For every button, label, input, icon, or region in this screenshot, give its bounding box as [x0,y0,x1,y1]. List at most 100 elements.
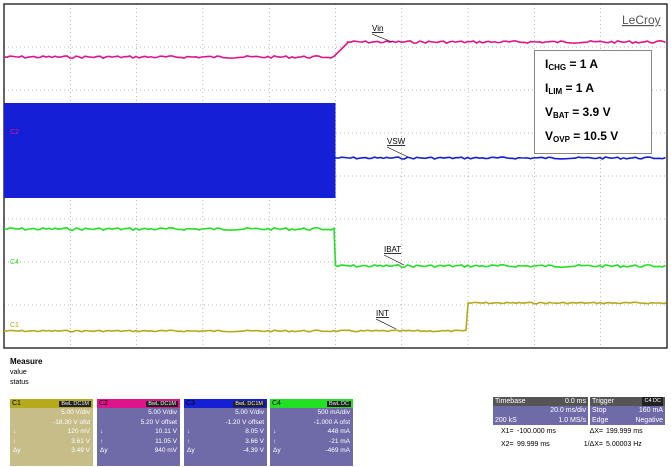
signal-label: IBAT [384,245,401,254]
signal-label-leader [383,254,405,266]
channel-row: Δy 940 mV [97,446,180,456]
brand-logo: LeCroy [622,13,661,27]
channel-descriptor-c1[interactable]: C1 BwL DC1M 5.00 V/div -18.30 V ofst ↓ 120 mV… [10,399,93,466]
row-symbol: ↓ [100,428,104,435]
row-symbol: ↑ [273,437,277,445]
annot-ichg: ICHG = 1 A [545,57,599,72]
trigger-slope: Negative [635,416,663,424]
channel-number: C3 [186,400,195,407]
channel-row: ↓ 8.05 V [184,427,267,437]
channel-row: 500 mA/div [270,408,353,418]
channel-row: 5.20 V offset [97,418,180,428]
cursor-x2-label: X2= [501,441,514,448]
row-symbol: ↓ [273,428,277,435]
channel-descriptor-c3[interactable]: C3 BwL DC1M 5.00 V/div -1.20 V offset ↓ 8.05 … [184,399,267,466]
measure-title: Measure [10,357,43,366]
coupling-badge: BwL DC1M [146,400,178,407]
channel-number: C2 [99,400,108,407]
signal-label: INT [376,309,389,318]
channel-row: 5.00 V/div [10,408,93,418]
trace-ibat [3,226,666,269]
timebase-per-div: 20.0 ms/div [550,407,586,414]
trace-vin [3,39,666,60]
trigger-level: 160 mA [638,407,663,414]
signal-label: Vin [372,24,383,33]
channel-row: ↑ -21 mA [270,437,353,447]
channel-row: ↑ 3.66 V [184,437,267,447]
cursor-inv-value: 5.00003 Hz [606,441,642,448]
row-value: 5.00 V/div [148,409,177,416]
row-symbol: ↓ [187,428,191,435]
channel-markers: C2 C3 C4 C1 [10,129,19,329]
signal-label-leader [386,146,409,158]
coupling-badge: BwL DC [327,400,351,407]
channel-marker-c1: C1 [10,322,19,329]
channel-row: ↓ 10.11 V [97,427,180,437]
channel-row: ↓ 448 mA [270,427,353,437]
measure-panel: Measure value status C1 BwL DC1M 5.00 V/di… [0,352,671,467]
trace-vsw-switching [4,103,336,198]
row-value: 500 mA/div [317,409,350,416]
channel-row: -18.30 V ofst [10,418,93,428]
row-value: 10.11 V [155,428,177,435]
row-symbol: Δy [13,447,21,454]
channel-row: 5.00 V/div [184,408,267,418]
channel-header: C1 BwL DC1M [10,399,93,408]
traces [3,39,667,333]
channel-number: C1 [12,400,21,407]
annot-vbat: VBAT = 3.9 V [545,105,611,120]
channel-marker-c2: C2 [10,129,19,136]
channel-marker-c3: C3 [10,180,19,187]
cursor-x1-label: X1= [501,428,514,435]
row-value: 3.66 V [245,437,264,445]
row-symbol: Δy [187,447,195,454]
channel-header: C3 BwL DC1M [184,399,267,408]
row-value: -1.000 A ofst [313,418,350,426]
trigger-mode: Stop [592,407,607,414]
timebase-descriptor[interactable]: Timebase 0.0 ms 20.0 ms/div 200 kS 1.0 M… [493,397,588,425]
row-symbol: Δy [100,447,108,454]
annot-ilim: ILIM = 1 A [545,81,595,96]
signal-labels: Vin VSW IBAT INT [371,24,409,330]
trigger-badge: C4 DC [642,397,663,406]
channel-header: C4 BwL DC [270,399,353,408]
row-symbol: ↓ [13,428,17,435]
row-value: -469 mA [325,447,350,454]
channel-descriptor-c4[interactable]: C4 BwL DC 500 mA/div -1.000 A ofst ↓ 448 mA ↑ -… [270,399,353,466]
row-value: 8.05 V [245,428,264,435]
row-value: -1.20 V offset [225,418,264,426]
channel-row: ↑ 3.61 V [10,437,93,447]
row-value: -4.39 V [243,447,264,454]
channel-row: 5.00 V/div [97,408,180,418]
row-value: 5.00 V/div [61,409,90,416]
trigger-type: Edge [592,416,609,424]
coupling-badge: BwL DC1M [59,400,91,407]
timebase-rate: 1.0 MS/s [558,416,586,424]
trace-vsw [335,156,666,160]
row-value: -21 mA [329,437,350,445]
signal-label-leader [371,33,393,43]
timebase-label: Timebase [495,398,526,405]
timebase-samples: 200 kS [495,416,517,424]
trigger-descriptor[interactable]: Trigger C4 DC Stop 160 mA Edge Negative [590,397,665,425]
row-symbol: ↑ [13,437,17,445]
cursor-x1-value: -100.000 ms [517,428,556,435]
annot-vovp: VOVP = 10.5 V [545,129,619,144]
channel-descriptor-c2[interactable]: C2 BwL DC1M 5.00 V/div 5.20 V offset ↓ 10.11 … [97,399,180,466]
cursor-x2-value: 99.999 ms [517,441,550,448]
channel-row: Δy -469 mA [270,446,353,456]
cursor-row-2: X2= 99.999 ms 1/ΔX= 5.00003 Hz [493,441,668,453]
channel-row: ↓ 120 mV [10,427,93,437]
row-symbol: Δy [273,447,281,454]
measure-status-label: status [10,379,29,386]
signal-label: VSW [387,137,406,146]
signal-label-leader [375,318,397,330]
row-value: 3.49 V [71,447,90,454]
timebase-trigger-panel: Timebase 0.0 ms 20.0 ms/div 200 kS 1.0 M… [493,397,668,464]
row-value: 5.00 V/div [235,409,264,416]
row-value: 11.05 V [155,437,177,445]
row-value: 3.61 V [71,437,90,445]
channel-number: C4 [272,400,281,407]
row-value: 5.20 V offset [140,418,177,426]
annotation-box: ICHG = 1 A ILIM = 1 A VBAT = 3.9 V VOVP … [534,50,652,154]
